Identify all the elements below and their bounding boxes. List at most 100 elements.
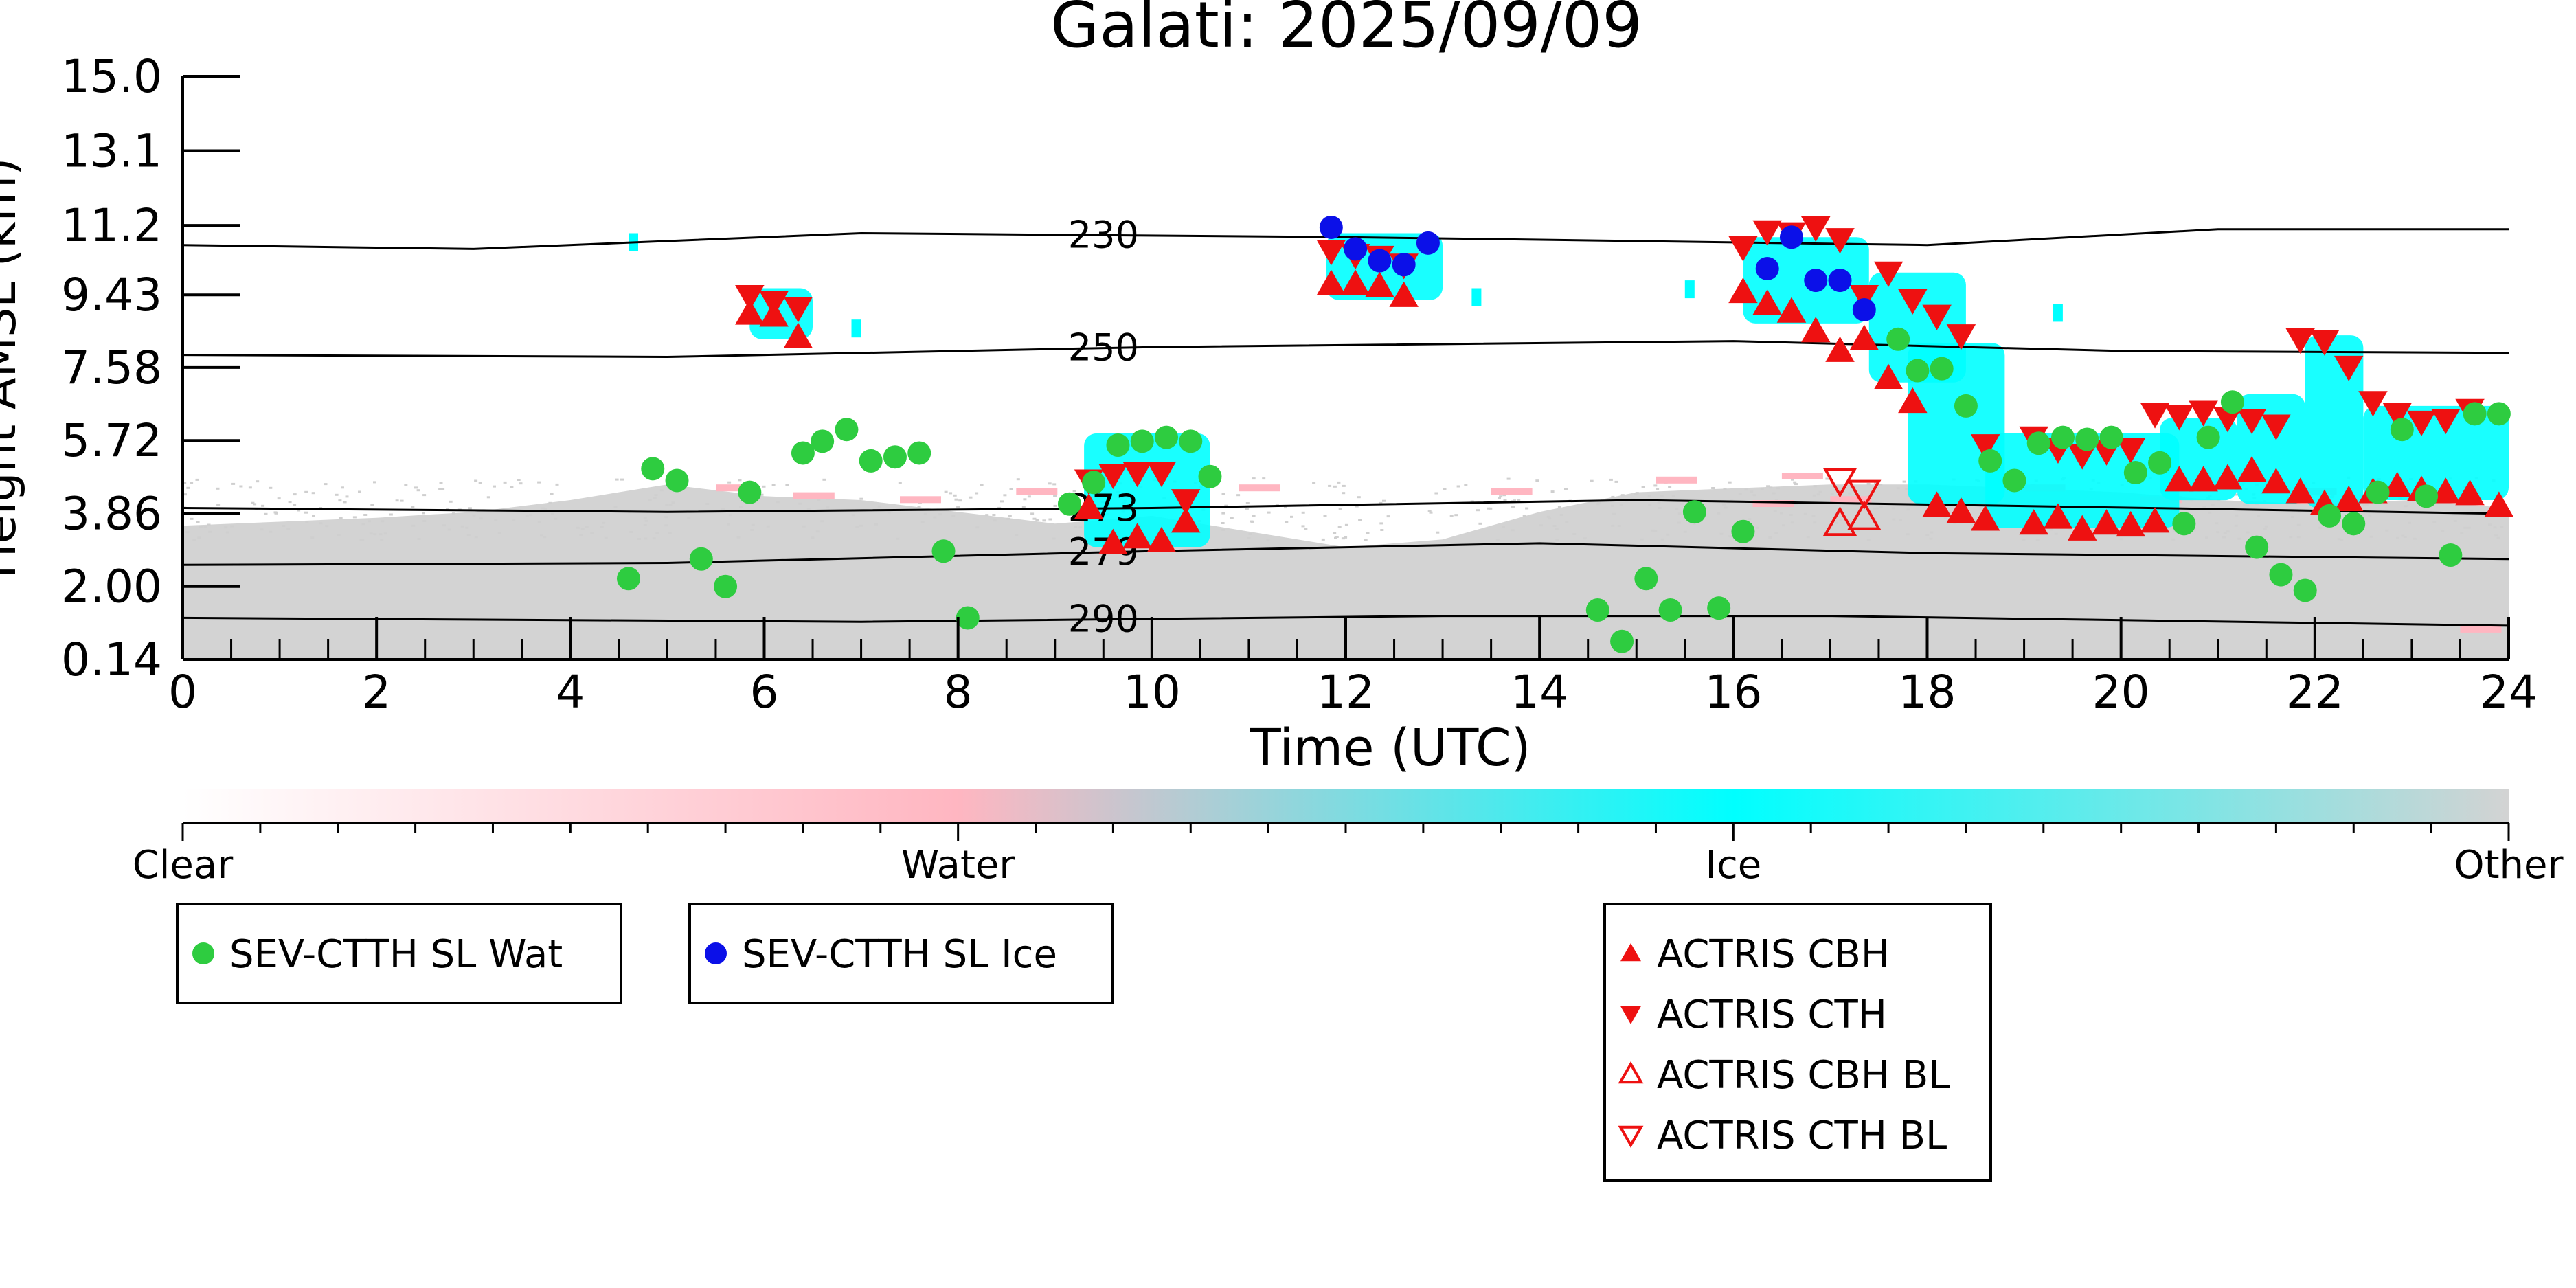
actris-cbh-marker xyxy=(2116,510,2146,537)
grey-cloud-speckle xyxy=(1030,512,1035,515)
actris-cbh-marker xyxy=(1776,297,1807,323)
grey-cloud-speckle xyxy=(2068,528,2072,530)
actris-cth-marker xyxy=(735,285,765,311)
colorbar-label: Clear xyxy=(133,843,234,888)
grey-cloud-speckle xyxy=(1906,508,1910,511)
grey-cloud-speckle xyxy=(1052,483,1057,486)
grey-cloud-speckle xyxy=(655,532,659,534)
grey-cloud-speckle xyxy=(310,536,315,539)
sev-ctth-sl-wat-marker xyxy=(616,567,640,591)
actris-cbh-marker xyxy=(2484,491,2514,517)
actris-cth-marker xyxy=(2334,355,2364,382)
grey-cloud-speckle xyxy=(338,499,342,502)
sev-ctth-sl-wat-marker xyxy=(811,429,835,453)
actris-cbh-marker xyxy=(1389,281,1419,307)
grey-cloud-speckle xyxy=(1953,522,1957,524)
grey-cloud-speckle xyxy=(460,525,464,528)
grey-cloud-speckle xyxy=(1866,483,1871,486)
grey-cloud-speckle xyxy=(1511,529,1515,532)
sev-ctth-sl-wat-marker xyxy=(956,606,980,630)
grey-cloud-speckle xyxy=(1866,539,1871,541)
grey-cloud-speckle xyxy=(1470,500,1474,503)
grey-cloud-speckle xyxy=(231,482,236,485)
legend-frame xyxy=(176,903,622,1004)
grey-cloud-speckle xyxy=(1006,517,1010,520)
grey-cloud-speckle xyxy=(2493,526,2497,529)
grey-cloud-speckle xyxy=(1760,488,1764,490)
grey-cloud-speckle xyxy=(1647,495,1651,497)
actris-cbh-marker xyxy=(2261,468,2291,494)
sev-ctth-sl-wat-marker xyxy=(2245,535,2269,559)
grey-cloud-speckle xyxy=(503,481,507,484)
actris-cbh-marker xyxy=(2285,477,2315,504)
grey-cloud-speckle xyxy=(1905,488,1909,490)
water-cloud-fleck xyxy=(900,496,941,504)
actris-cth-marker xyxy=(1098,463,1128,490)
grey-cloud-speckle xyxy=(579,534,583,536)
grey-cloud-speckle xyxy=(1878,484,1882,486)
grey-cloud-speckle xyxy=(1321,538,1325,541)
grey-cloud-speckle xyxy=(580,528,585,530)
grey-cloud-speckle xyxy=(855,526,859,528)
grey-cloud-speckle xyxy=(197,536,201,539)
grey-cloud-speckle xyxy=(1692,523,1696,525)
grey-cloud-speckle xyxy=(389,513,393,516)
actris-cth-marker xyxy=(1316,240,1346,266)
grey-cloud-speckle xyxy=(2022,539,2026,541)
grey-cloud-speckle xyxy=(1979,507,1983,510)
water-cloud-fleck xyxy=(716,484,757,492)
y-tick-label: 9.43 xyxy=(61,269,162,321)
grey-cloud-speckle xyxy=(512,519,516,521)
grey-cloud-speckle xyxy=(613,506,618,508)
grey-cloud-speckle xyxy=(441,488,445,490)
grey-cloud-speckle xyxy=(1677,512,1682,515)
grey-cloud-speckle xyxy=(1221,512,1225,515)
sev-ctth-sl-wat-marker xyxy=(2342,512,2366,536)
grey-cloud-speckle xyxy=(898,482,902,484)
sev-ctth-sl-wat-marker xyxy=(1906,359,1930,383)
grey-cloud-speckle xyxy=(269,530,273,533)
grey-cloud-speckle xyxy=(2171,538,2176,541)
grey-cloud-speckle xyxy=(859,497,863,500)
grey-cloud-speckle xyxy=(643,524,647,526)
grey-cloud-speckle xyxy=(2205,536,2208,539)
grey-cloud-speckle xyxy=(629,531,633,533)
grey-cloud-speckle xyxy=(1896,487,1900,490)
grey-cloud-speckle xyxy=(851,514,855,517)
grey-cloud-speckle xyxy=(1803,512,1807,515)
grey-cloud-speckle xyxy=(345,495,349,498)
sev-ctth-sl-ice-marker xyxy=(1392,253,1416,277)
grey-cloud-speckle xyxy=(2234,524,2238,527)
grey-cloud-speckle xyxy=(2216,531,2220,534)
grey-cloud-speckle xyxy=(815,530,820,533)
grey-cloud-speckle xyxy=(2211,504,2215,506)
grey-cloud-speckle xyxy=(260,528,264,531)
sev-ctth-sl-wat-marker xyxy=(1106,433,1130,457)
actris-cth-marker xyxy=(1873,261,1903,287)
actris-cbh-marker xyxy=(735,299,765,325)
grey-cloud-speckle xyxy=(1728,535,1732,538)
y-tick-label: 7.58 xyxy=(61,341,162,394)
grey-cloud-speckle xyxy=(529,514,533,517)
grey-cloud-speckle xyxy=(653,497,657,499)
grey-cloud-speckle xyxy=(1221,493,1225,495)
sev-ctth-sl-wat-marker xyxy=(714,574,738,598)
x-tick-label: 10 xyxy=(1123,666,1181,719)
grey-cloud-speckle xyxy=(1357,496,1361,499)
grey-cloud-speckle xyxy=(1009,488,1013,490)
grey-cloud-speckle xyxy=(604,536,608,539)
grey-cloud-speckle xyxy=(776,501,780,504)
grey-cloud-speckle xyxy=(1341,537,1345,540)
grey-cloud-speckle xyxy=(274,512,278,515)
grey-cloud-speckle xyxy=(343,501,347,504)
actris-cth-marker xyxy=(1898,289,1928,315)
grey-cloud-speckle xyxy=(1342,492,1346,495)
ice-cloud-fleck xyxy=(1684,280,1695,299)
grey-cloud-speckle xyxy=(1776,487,1780,490)
grey-cloud-speckle xyxy=(590,532,594,534)
grey-cloud-speckle xyxy=(874,523,878,526)
grey-cloud-speckle xyxy=(2054,532,2058,535)
grey-cloud-speckle xyxy=(442,524,446,527)
grey-cloud-speckle xyxy=(798,502,802,505)
